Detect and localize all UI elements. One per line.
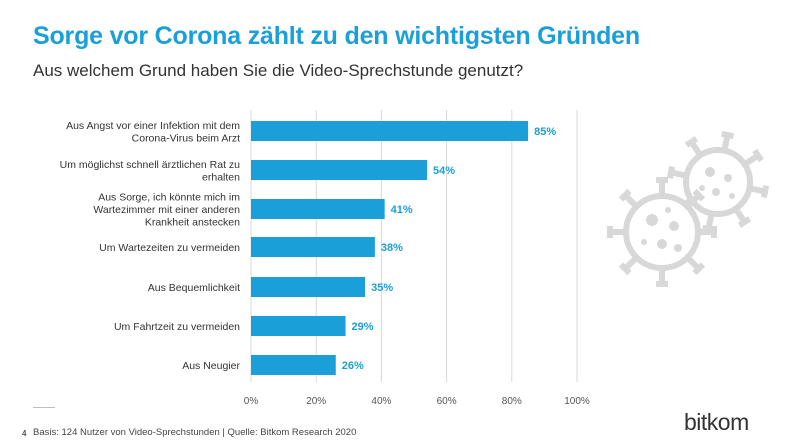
bar-value-label: 54% [433,165,455,177]
bar [251,237,375,257]
bar-value-label: 41% [391,204,413,216]
bar-value-label: 26% [342,360,364,372]
page-number: 4 [22,429,27,438]
bar-value-label: 38% [381,242,403,254]
x-tick-label: 80% [502,396,522,407]
bitkom-logo: bitkom [684,409,749,436]
source-note: Basis: 124 Nutzer von Video-Sprechstunde… [33,427,357,438]
page-subtitle: Aus welchem Grund haben Sie die Video-Sp… [33,61,524,80]
category-label: Aus Sorge, ich könnte mich im Wartezimmer… [93,192,240,229]
x-tick-label: 0% [244,396,259,407]
category-label: Um Wartezeiten zu vermeiden [99,242,240,254]
x-tick-label: 100% [564,396,590,407]
logo-text: bitkom [684,409,749,435]
bar [251,160,428,180]
page-title: Sorge vor Corona zählt zu den wichtigste… [33,22,640,50]
category-label: Aus Angst vor einer Infektion mit dem Cor… [66,120,240,145]
x-tick-label: 20% [306,396,326,407]
bar [251,355,336,375]
bar [251,199,385,219]
footer-divider [33,407,55,408]
bar [251,316,346,336]
x-tick-label: 60% [437,396,457,407]
x-tick-label: 40% [371,396,391,407]
bar [251,277,366,297]
virus-icon [607,130,770,287]
bar-value-label: 35% [371,282,393,294]
bar-value-label: 29% [352,321,374,333]
category-label: Aus Bequemlichkeit [148,282,240,294]
category-label: Um möglichst schnell ärztlichen Rat zu er… [60,159,240,184]
bar [251,121,529,141]
category-label: Um Fahrtzeit zu vermeiden [114,321,240,333]
category-label: Aus Neugier [182,360,240,372]
bar-value-label: 85% [534,126,556,138]
